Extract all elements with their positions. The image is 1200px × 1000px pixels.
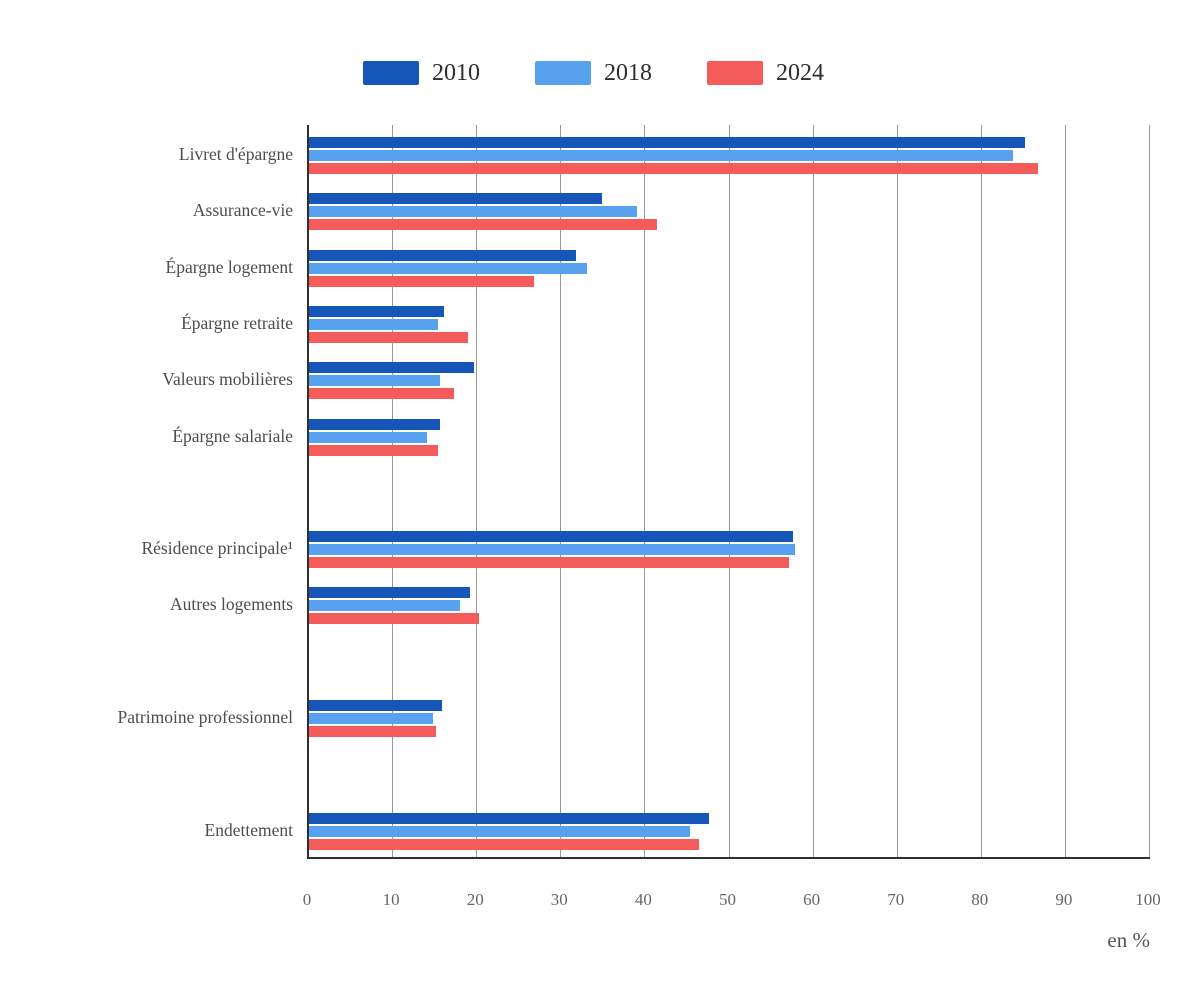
- bar-2024: [309, 557, 790, 569]
- legend-swatch-2024: [707, 61, 763, 85]
- bar-2010: [309, 362, 474, 374]
- bar-2010: [309, 587, 470, 599]
- bar-group: [309, 350, 1150, 406]
- category-label: Assurance-vie: [192, 200, 293, 221]
- x-tick-label-80: 80: [971, 890, 989, 909]
- gridline-10: [392, 125, 394, 857]
- bar-2010: [309, 137, 1025, 148]
- bar-group: [309, 238, 1150, 294]
- bar-2010: [309, 305, 444, 317]
- bar-2010: [309, 418, 441, 430]
- bar-2024: [309, 613, 479, 625]
- unit-label: en %: [1107, 928, 1150, 952]
- bar-2018: [309, 262, 588, 274]
- bar-2010: [309, 700, 442, 712]
- bar-2010: [309, 249, 576, 261]
- gridline-70: [896, 125, 898, 857]
- bar-group: [309, 519, 1150, 575]
- bar-2018: [309, 375, 441, 387]
- bar-2024: [309, 275, 534, 287]
- bar-2018: [309, 600, 461, 612]
- bar-2018: [309, 544, 796, 556]
- bar-group: [309, 125, 1150, 181]
- x-tick-label-90: 90: [1055, 890, 1073, 909]
- plot-area: [307, 125, 1150, 859]
- gridline-30: [560, 125, 562, 857]
- x-tick-label-60: 60: [803, 890, 821, 909]
- bar-group: [309, 181, 1150, 237]
- x-tick-label-50: 50: [719, 890, 736, 909]
- bar-2018: [309, 150, 1013, 161]
- bar-group: [309, 688, 1150, 744]
- category-label: Épargne retraite: [181, 312, 293, 333]
- category-label: Épargne salariale: [172, 425, 293, 446]
- bar-2024: [309, 838, 700, 850]
- bar-2010: [309, 531, 793, 543]
- category-label: Endettement: [204, 819, 293, 840]
- category-label: Valeurs mobilières: [162, 369, 293, 390]
- bar-2010: [309, 193, 602, 205]
- legend-entry: 2010: [363, 61, 480, 85]
- category-label: Patrimoine professionnel: [117, 707, 293, 728]
- bar-2018: [309, 713, 434, 725]
- x-tick-label-70: 70: [887, 890, 905, 909]
- bar-2024: [309, 331, 468, 343]
- bar-2024: [309, 388, 454, 400]
- gridline-50: [728, 125, 730, 857]
- legend-swatch-2010: [363, 61, 419, 85]
- gridline-40: [644, 125, 646, 857]
- legend-label: 2018: [604, 60, 652, 86]
- gridline-100: [1149, 125, 1150, 857]
- bar-group: [309, 294, 1150, 350]
- bar-group: [309, 407, 1150, 463]
- category-label: Autres logements: [170, 594, 293, 615]
- x-tick-label-20: 20: [466, 890, 484, 909]
- legend-label: 2024: [776, 60, 824, 86]
- category-label: Résidence principale¹: [141, 538, 293, 559]
- x-tick-label-30: 30: [550, 890, 568, 909]
- bar-2024: [309, 444, 438, 456]
- gridline-60: [812, 125, 814, 857]
- legend-entry: 2018: [535, 61, 652, 85]
- category-label: Épargne logement: [165, 256, 293, 277]
- legend-label: 2010: [432, 60, 480, 86]
- legend-entry: 2024: [707, 61, 824, 85]
- bar-2018: [309, 206, 637, 218]
- chart-legend: 2010 2018 2024: [363, 61, 824, 85]
- bar-2018: [309, 825, 690, 837]
- bar-2018: [309, 431, 427, 443]
- bar-group: [309, 801, 1150, 857]
- category-label: Livret d'épargne: [178, 144, 293, 164]
- legend-swatch-2018: [535, 61, 591, 85]
- bar-2010: [309, 812, 710, 824]
- x-tick-label-100: 100: [1135, 890, 1161, 909]
- x-tick-label-40: 40: [634, 890, 652, 909]
- gridline-90: [1064, 125, 1066, 857]
- bar-2024: [309, 726, 436, 738]
- bar-2024: [309, 163, 1039, 174]
- bar-2024: [309, 219, 658, 231]
- gridline-20: [476, 125, 478, 857]
- x-tick-label-0: 0: [302, 890, 312, 909]
- x-tick-label-10: 10: [382, 890, 400, 909]
- gridline-80: [980, 125, 982, 857]
- bar-group: [309, 575, 1150, 631]
- bar-2018: [309, 318, 438, 330]
